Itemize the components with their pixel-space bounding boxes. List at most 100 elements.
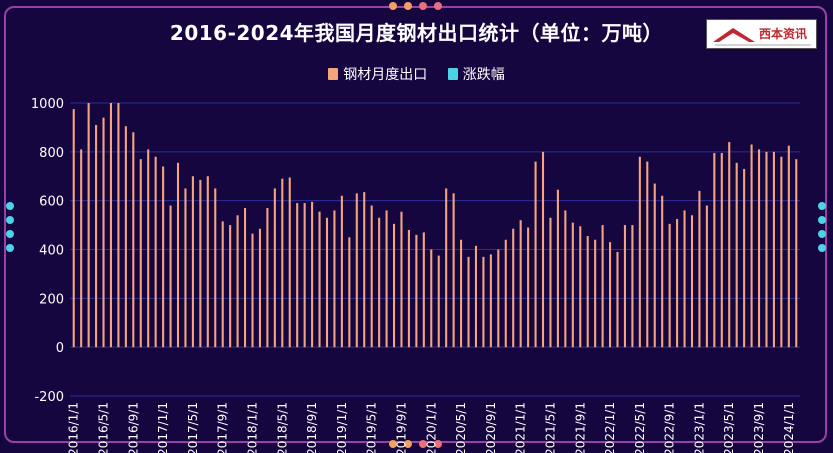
bar [452,193,455,348]
bar [594,239,597,348]
legend-item-change[interactable]: 涨跌幅 [447,64,505,84]
bar [214,188,217,348]
x-tick-label: 2020/5/1 [454,402,468,453]
x-tick-label: 2021/9/1 [573,402,587,453]
bar [668,223,671,348]
bar [206,176,209,348]
bar [571,222,574,348]
bar [601,225,604,348]
bar [787,145,790,348]
bar [497,249,500,348]
bar [720,153,723,348]
y-tick-label: 200 [39,292,64,307]
legend-label: 钢材月度出口 [343,67,428,83]
x-tick-label: 2016/9/1 [126,402,140,453]
x-tick-label: 2023/1/1 [692,402,706,453]
bar [348,237,351,348]
x-tick-label: 2017/9/1 [216,402,230,453]
bar [281,178,284,348]
bar [609,242,612,348]
x-tick-label: 2018/9/1 [305,402,319,453]
bar [437,255,440,348]
bar [772,151,775,348]
logo-text: 西本资讯 [759,27,808,41]
bar [415,234,418,348]
bar [258,228,261,348]
bar [221,221,224,348]
bar [169,205,172,348]
bar [527,227,530,348]
dot [6,216,14,224]
bar [735,162,738,348]
bottom-dots [389,440,442,448]
dot [6,230,14,238]
y-tick-label: 0 [56,341,64,356]
bar [407,229,410,348]
bar [370,205,373,348]
brand-logo: 西本资讯 [706,19,817,49]
bar [378,217,381,348]
roof-logo-icon [713,28,811,46]
bar [199,179,202,348]
bar [460,239,463,348]
bar [236,215,239,348]
bar [519,220,522,348]
dot [434,2,442,10]
legend-label: 涨跌幅 [462,67,505,83]
bar [333,210,336,348]
bar [750,144,753,348]
bar [95,124,98,348]
right-dots [818,202,826,252]
dot [434,440,442,448]
bar [504,239,507,348]
x-tick-label: 2020/9/1 [484,402,498,453]
bar [430,249,433,348]
bar [139,159,142,348]
bar [795,159,798,348]
bar [400,211,403,348]
bar [482,256,485,348]
bar [690,215,694,348]
bar [109,103,113,348]
bar [355,193,358,348]
dot [6,244,14,252]
bar [623,225,626,348]
dot [404,2,412,10]
legend: 钢材月度出口 涨跌幅 [0,64,833,84]
bar [661,195,664,348]
bar [728,142,731,348]
bar [556,189,559,348]
bar [318,211,321,348]
bar [296,203,299,348]
bar [743,168,746,348]
bar [124,126,127,348]
bar [467,256,470,348]
dot [818,230,826,238]
bar [780,156,783,348]
y-tick-label: -200 [34,390,64,405]
x-tick-label: 2019/1/1 [335,402,349,453]
bar [631,225,634,348]
x-tick-label: 2018/5/1 [275,402,289,453]
bar [288,177,291,348]
bar [87,103,90,348]
legend-swatch [447,68,458,80]
bar [244,207,247,348]
bar [132,132,135,348]
bar [512,228,515,348]
x-tick-label: 2021/1/1 [514,402,528,453]
bar [638,156,641,348]
x-tick-label: 2018/1/1 [246,402,260,453]
bar [303,203,306,348]
dot [6,202,14,210]
bar [147,149,150,348]
chart-title: 2016-2024年我国月度钢材出口统计（单位：万吨） [169,21,664,45]
legend-item-export[interactable]: 钢材月度出口 [328,64,427,84]
bar [676,218,679,348]
dot [818,202,826,210]
bar [191,176,194,348]
bar [80,149,83,348]
x-tick-label: 2016/1/1 [67,402,81,453]
bar [713,153,716,348]
